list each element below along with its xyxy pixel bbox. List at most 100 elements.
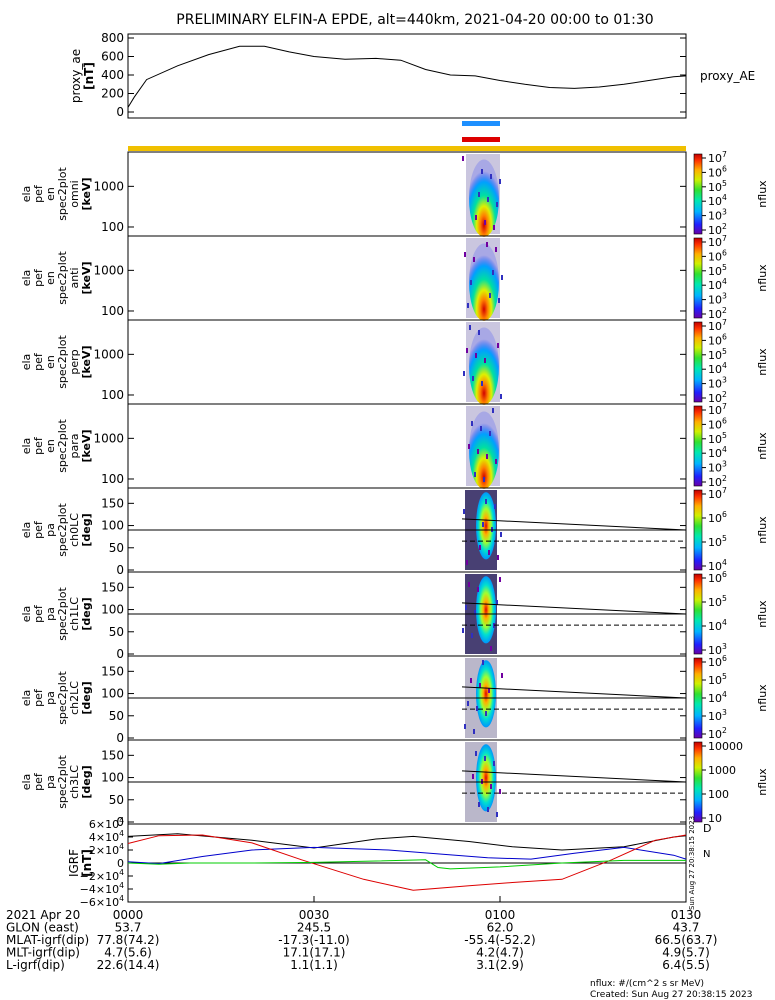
panel-ylabel: pef [32,436,45,455]
flux-spectrogram [469,243,499,321]
colorbar-tick-label: 106 [708,164,727,179]
colorbar-tick-label: 104 [708,277,727,292]
igrf-series-0 [127,833,687,851]
footer-row-value: 66.5(63.7) [655,933,718,947]
proxy-ae-tick-label: 800 [101,31,124,45]
colorbar-tick-label: 107 [708,318,727,333]
panel-ylabel: ch1LC [68,597,81,631]
panel-ylabel: en [44,355,57,369]
colorbar-tick-label: 104 [708,361,727,376]
igrf-series-2 [127,834,687,891]
panel-ylabel: spec2plot [56,671,69,725]
colorbar-tick-label: 103 [708,376,727,391]
igrf-tick-label: 4×104 [89,829,124,844]
tick-label: 100 [101,519,124,533]
tick-label: 1000 [93,179,124,193]
panel-ylabel: pef [32,688,45,707]
colorbar-tick-label: 105 [708,534,727,549]
tick-label: 100 [101,472,124,486]
panel-ylabel: [keV] [80,429,93,462]
colorbar-tick-label: 106 [708,654,727,669]
panel-ylabel: spec2plot [56,419,69,473]
footer-row-label: MLAT-igrf(dip) [6,933,89,947]
colorbar-label: nflux [756,768,769,796]
igrf-tick-label: 0 [117,857,124,870]
colorbar-tick-label: 104 [708,193,727,208]
panel-ylabel: omni [68,180,81,207]
event-marker-red [462,137,500,142]
footer-row-label: L-igrf(dip) [6,958,65,972]
loss-cone-line [461,602,687,615]
colorbar-tick-label: 107 [708,234,727,249]
colorbar-tick-label: 105 [708,672,727,687]
tick-label: 1000 [93,431,124,445]
panel-ylabel: para [68,434,81,459]
panel-ylabel: en [44,439,57,453]
tick-label: 1000 [93,347,124,361]
panel-ylabel: spec2plot [56,587,69,641]
panel-ylabel: pa [44,775,57,789]
colorbar-tick-label: 103 [708,642,727,657]
panel-ylabel: ela [20,354,33,371]
footer-row-value: 77.8(74.2) [97,933,160,947]
footer-row-value: 4.2(4.7) [476,946,524,960]
igrf-tick-label: −4×104 [80,881,124,896]
panel-ylabel: pef [32,604,45,623]
footer-row-value: 3.1(2.9) [476,958,524,972]
colorbar-tick-label: 102 [708,306,727,321]
panel-ylabel: [keV] [80,261,93,294]
colorbar-tick-label: 103 [708,708,727,723]
tick-label: 150 [101,496,124,510]
tick-label: 0 [116,815,124,829]
tick-label: 150 [101,664,124,678]
colorbar-tick-label: 102 [708,390,727,405]
colorbar-tick-label: 103 [708,292,727,307]
colorbar [693,321,703,403]
igrf-side-mark-d: D [703,822,711,835]
tick-label: 50 [109,541,124,555]
panel-ylabel: pa [44,691,57,705]
colorbar-tick-label: 105 [708,594,727,609]
colorbar-tick-label: 105 [708,431,727,446]
igrf-tick-label: −6×104 [80,894,124,909]
footer-row-value: 1.1(1.1) [290,958,338,972]
panel-ylabel: pef [32,184,45,203]
tick-label: 0 [116,563,124,577]
loss-cone-line [461,686,687,699]
proxy-ae-tick-label: 400 [101,68,124,82]
colorbar-tick-label: 102 [708,726,727,741]
colorbar-tick-label: 107 [708,150,727,165]
colorbar-tick-label: 104 [708,445,727,460]
tick-label: 150 [101,580,124,594]
footer-row-value: -55.4(-52.2) [464,933,535,947]
tick-label: 150 [101,748,124,762]
colorbar-tick-label: 103 [708,460,727,475]
panel-ylabel: en [44,187,57,201]
colorbar-tick-label: 10000 [708,740,743,753]
spectrogram-panel-4: 0 50 100 150 ela pef pa spec2plot ch0LC [deg] 104 1… [20,486,769,577]
colorbar-label: nflux [756,432,769,460]
panel-ylabel: [deg] [80,765,93,798]
panel-ylabel: spec2plot [56,335,69,389]
colorbar-tick-label: 105 [708,347,727,362]
colorbar-label: nflux [756,348,769,376]
proxy-ae-panel: 0 200 400 600 800 proxy_AE proxy_ae [nT] [69,31,755,119]
spectrogram-panel-5: 0 50 100 150 ela pef pa spec2plot ch1LC [deg] 103 1… [20,570,769,661]
colorbar-tick-label: 106 [708,332,727,347]
panel-ylabel: en [44,271,57,285]
footer-row-value: 245.5 [297,921,331,935]
tick-label: 0 [116,731,124,745]
panel-ylabel: anti [68,267,81,288]
igrf-ylabel: [nT] [80,849,94,877]
colorbar [693,741,703,823]
igrf-side-timestamp: Sun Aug 27 20:38:15 2023 [688,816,696,910]
colorbar [693,153,703,235]
colorbar-tick-label: 102 [708,222,727,237]
tick-label: 100 [101,687,124,701]
proxy-ae-line [127,45,687,108]
flux-spectrogram [469,411,499,489]
footer-row-value: 0000 [113,908,144,922]
